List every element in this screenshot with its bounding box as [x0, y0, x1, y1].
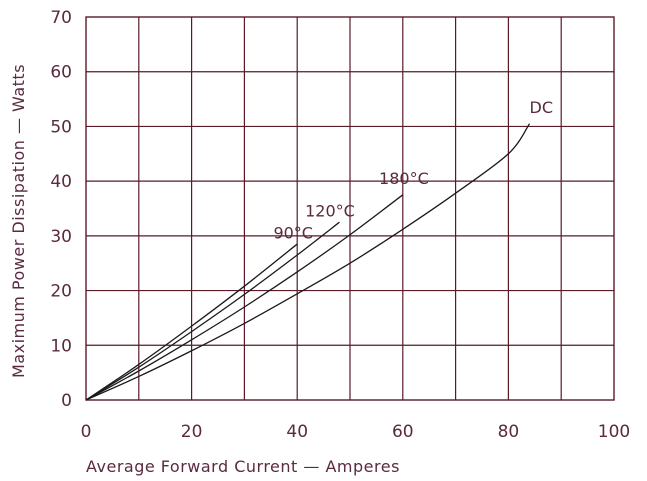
curve-series-0 — [85, 243, 298, 401]
curve-label-0: 90°C — [273, 224, 313, 243]
y-tick-label: 60 — [50, 63, 72, 83]
y-tick-label: 30 — [50, 227, 72, 247]
curve-series-2 — [85, 194, 404, 401]
plot-frame — [85, 16, 615, 401]
y-axis-label: Maximum Power Dissipation — Watts — [9, 64, 28, 378]
x-tick-label: 60 — [392, 422, 414, 442]
curves — [85, 123, 531, 401]
y-tick-label: 40 — [50, 172, 72, 192]
curve-label-2: 180°C — [379, 169, 429, 188]
x-axis-label: Average Forward Current — Amperes — [86, 457, 400, 476]
y-tick-label: 20 — [50, 282, 72, 302]
x-tick-labels: 0 20 40 60 80 100 — [81, 422, 631, 442]
curve-label-3: DC — [530, 98, 554, 117]
y-tick-label: 10 — [50, 336, 72, 356]
curve-series-1 — [85, 221, 340, 401]
y-tick-label: 70 — [50, 8, 72, 28]
curve-labels: 90°C 120°C 180°C DC — [273, 98, 553, 243]
x-tick-label: 80 — [498, 422, 520, 442]
x-tick-label: 100 — [598, 422, 630, 442]
y-tick-labels: 0 10 20 30 40 50 60 70 — [50, 8, 72, 411]
y-tick-label: 50 — [50, 117, 72, 137]
y-tick-label: 0 — [61, 391, 72, 411]
x-tick-label: 40 — [286, 422, 308, 442]
x-tick-label: 0 — [81, 422, 92, 442]
curve-series-3 — [85, 123, 531, 401]
x-tick-label: 20 — [181, 422, 203, 442]
curve-label-1: 120°C — [305, 202, 355, 221]
grid — [86, 17, 614, 400]
